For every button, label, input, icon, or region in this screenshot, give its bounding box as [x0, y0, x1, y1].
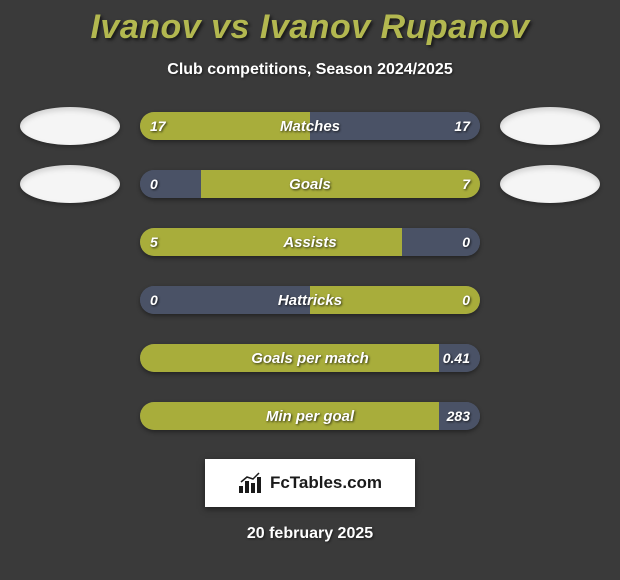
player-avatar-right: [500, 165, 600, 203]
stat-row: 283Min per goal: [0, 397, 620, 435]
player-avatar-left: [20, 165, 120, 203]
comparison-widget: Ivanov vs Ivanov Rupanov Club competitio…: [0, 0, 620, 543]
stat-row: 00Hattricks: [0, 281, 620, 319]
stat-label: Matches: [140, 112, 480, 140]
stat-bar: 00Hattricks: [140, 286, 480, 314]
page-title: Ivanov vs Ivanov Rupanov: [0, 8, 620, 47]
footer-date: 20 february 2025: [0, 525, 620, 543]
avatar-spacer: [500, 397, 600, 435]
stat-row: 50Assists: [0, 223, 620, 261]
brand-text: FcTables.com: [270, 473, 382, 493]
stat-row: 07Goals: [0, 165, 620, 203]
stat-bar: 1717Matches: [140, 112, 480, 140]
stat-row: 1717Matches: [0, 107, 620, 145]
avatar-spacer: [20, 281, 120, 319]
chart-icon: [238, 472, 264, 494]
player-avatar-right: [500, 107, 600, 145]
avatar-spacer: [20, 223, 120, 261]
stat-label: Assists: [140, 228, 480, 256]
avatar-spacer: [20, 339, 120, 377]
player-avatar-left: [20, 107, 120, 145]
brand-badge[interactable]: FcTables.com: [205, 459, 415, 507]
stat-label: Goals per match: [140, 344, 480, 372]
avatar-spacer: [500, 223, 600, 261]
stat-label: Hattricks: [140, 286, 480, 314]
stat-bar: 283Min per goal: [140, 402, 480, 430]
stat-label: Min per goal: [140, 402, 480, 430]
avatar-spacer: [500, 339, 600, 377]
stat-label: Goals: [140, 170, 480, 198]
stat-bar: 07Goals: [140, 170, 480, 198]
stat-bar: 50Assists: [140, 228, 480, 256]
stat-row: 0.41Goals per match: [0, 339, 620, 377]
stat-bar: 0.41Goals per match: [140, 344, 480, 372]
avatar-spacer: [20, 397, 120, 435]
page-subtitle: Club competitions, Season 2024/2025: [0, 61, 620, 79]
stats-list: 1717Matches 07Goals 50Assists 00Hattricks 0.…: [0, 107, 620, 435]
avatar-spacer: [500, 281, 600, 319]
